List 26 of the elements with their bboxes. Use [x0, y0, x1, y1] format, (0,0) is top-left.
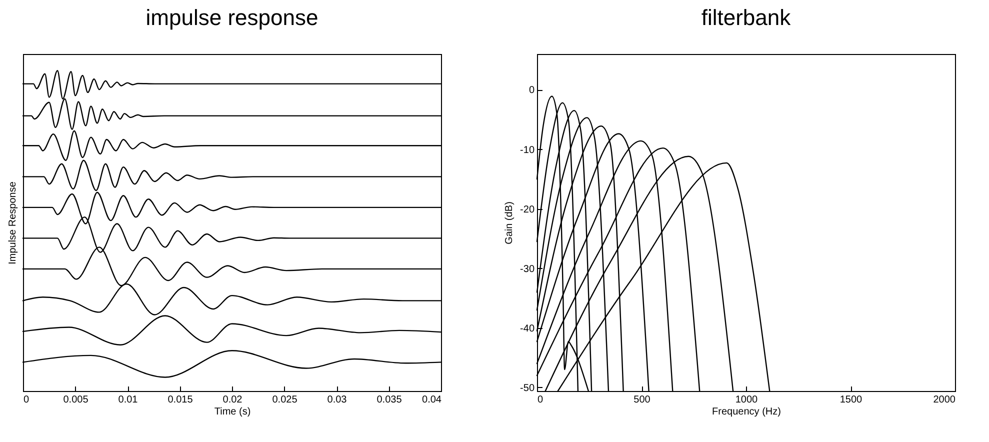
- x-tick-label: 0.03: [327, 394, 348, 406]
- x-tick-label: 1000: [735, 394, 758, 406]
- y-tick-label: -30: [520, 264, 535, 275]
- y-tick-label: 0: [528, 85, 535, 96]
- x-tick-label: 0.04: [422, 394, 442, 406]
- x-tick-label: 0.025: [272, 394, 298, 406]
- y-axis-title: Gain (dB): [504, 202, 516, 244]
- x-tick-label: 0: [24, 394, 30, 406]
- y-tick-label: -50: [520, 382, 535, 394]
- x-tick-label: 0.02: [222, 394, 243, 406]
- x-axis-title: Frequency (Hz): [712, 406, 781, 418]
- x-tick-label: 2000: [933, 394, 956, 406]
- y-axis-title: Impulse Response: [8, 181, 18, 264]
- chart-title: filterbank: [701, 5, 792, 30]
- x-tick-label: 0.015: [168, 394, 194, 406]
- y-tick-label: -40: [520, 323, 535, 334]
- x-tick-label: 0.01: [118, 394, 138, 406]
- chart-title: impulse response: [146, 5, 318, 30]
- x-tick-label: 0.035: [376, 394, 402, 406]
- y-tick-label: -10: [520, 144, 535, 156]
- x-tick-label: 1500: [840, 394, 863, 406]
- x-tick-label: 0: [538, 394, 544, 406]
- x-axis-title: Time (s): [214, 406, 251, 418]
- x-tick-label: 500: [634, 394, 651, 406]
- y-tick-label: -20: [520, 204, 535, 216]
- x-tick-label: 0.005: [63, 394, 89, 406]
